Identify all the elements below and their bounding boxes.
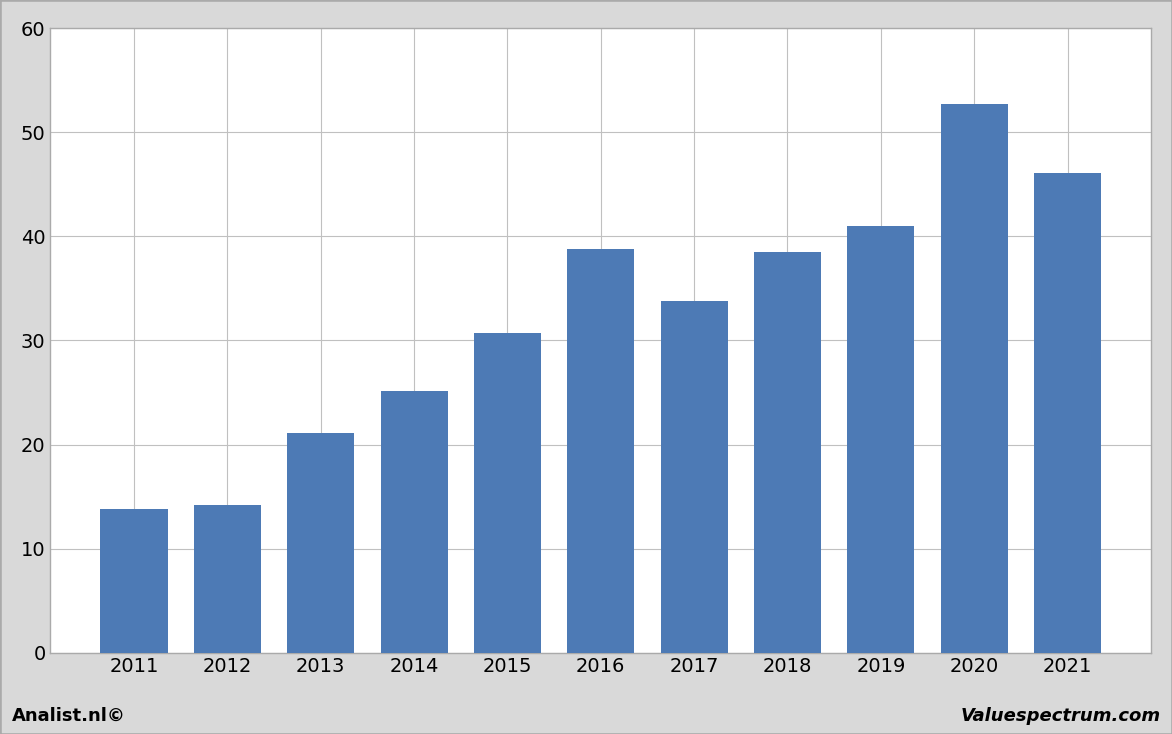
Bar [754,252,822,653]
Bar [473,333,541,653]
Bar [941,104,1008,653]
Text: Valuespectrum.com: Valuespectrum.com [960,707,1160,725]
Bar [567,249,634,653]
Bar [101,509,168,653]
Text: Analist.nl©: Analist.nl© [12,707,125,725]
Bar [193,505,261,653]
Bar [287,433,354,653]
Bar [381,391,448,653]
Bar [1034,173,1102,653]
Bar [661,301,728,653]
Bar [847,226,914,653]
